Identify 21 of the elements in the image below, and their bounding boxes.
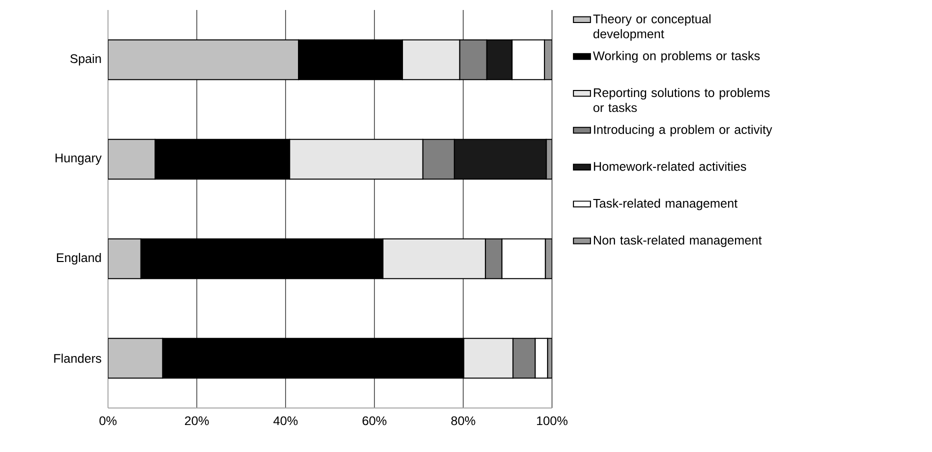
bar bbox=[108, 39, 299, 80]
x-tick-label: 0% bbox=[99, 416, 117, 426]
y-tick-label: England bbox=[56, 252, 101, 265]
y-tick-label: Spain bbox=[70, 54, 101, 66]
bar bbox=[108, 138, 156, 180]
x-tick-label: 20% bbox=[184, 416, 209, 426]
legend-label: Introducing a problem or activity bbox=[594, 124, 772, 136]
legend-label: Working on problems or tasks bbox=[593, 51, 760, 63]
legend-label: Reporting solutions to problems or tasks bbox=[593, 88, 770, 112]
legend-label: Theory or conceptual development bbox=[593, 14, 710, 41]
legend-label: Homework-related activities bbox=[594, 162, 746, 171]
legend-label: Task-related management bbox=[593, 198, 738, 210]
bar bbox=[108, 238, 142, 280]
y-tick-label: Flanders bbox=[54, 354, 102, 363]
x-tick-label: 100% bbox=[537, 416, 568, 426]
bar bbox=[108, 338, 164, 379]
x-tick-label: 80% bbox=[451, 416, 476, 426]
legend-label: Non task-related management bbox=[594, 235, 762, 248]
y-tick-label: Hungary bbox=[56, 154, 102, 165]
x-tick-label: 40% bbox=[273, 416, 298, 426]
x-tick-label: 60% bbox=[362, 416, 386, 426]
